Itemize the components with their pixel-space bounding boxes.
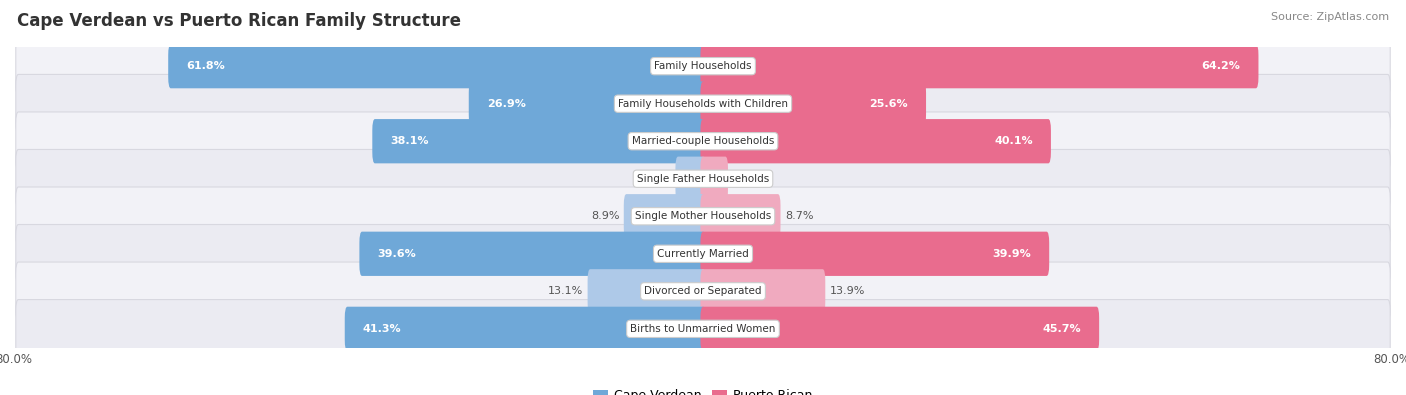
Text: 61.8%: 61.8% xyxy=(186,61,225,71)
Text: Family Households with Children: Family Households with Children xyxy=(619,99,787,109)
Text: 8.9%: 8.9% xyxy=(591,211,620,221)
FancyBboxPatch shape xyxy=(373,119,706,164)
FancyBboxPatch shape xyxy=(15,74,1391,133)
FancyBboxPatch shape xyxy=(675,156,706,201)
FancyBboxPatch shape xyxy=(700,81,927,126)
Text: Single Mother Households: Single Mother Households xyxy=(636,211,770,221)
FancyBboxPatch shape xyxy=(15,262,1391,321)
Text: Cape Verdean vs Puerto Rican Family Structure: Cape Verdean vs Puerto Rican Family Stru… xyxy=(17,12,461,30)
FancyBboxPatch shape xyxy=(169,44,706,88)
Text: 39.6%: 39.6% xyxy=(377,249,416,259)
FancyBboxPatch shape xyxy=(15,187,1391,246)
Text: 13.9%: 13.9% xyxy=(830,286,865,296)
FancyBboxPatch shape xyxy=(15,149,1391,208)
Text: Source: ZipAtlas.com: Source: ZipAtlas.com xyxy=(1271,12,1389,22)
Text: 40.1%: 40.1% xyxy=(994,136,1033,146)
FancyBboxPatch shape xyxy=(15,224,1391,283)
FancyBboxPatch shape xyxy=(468,81,706,126)
FancyBboxPatch shape xyxy=(15,37,1391,96)
FancyBboxPatch shape xyxy=(624,194,706,239)
Legend: Cape Verdean, Puerto Rican: Cape Verdean, Puerto Rican xyxy=(588,384,818,395)
FancyBboxPatch shape xyxy=(588,269,706,314)
Text: 38.1%: 38.1% xyxy=(391,136,429,146)
Text: 2.9%: 2.9% xyxy=(643,174,671,184)
Text: Married-couple Households: Married-couple Households xyxy=(631,136,775,146)
Text: 64.2%: 64.2% xyxy=(1202,61,1240,71)
FancyBboxPatch shape xyxy=(700,307,1099,351)
Text: 25.6%: 25.6% xyxy=(869,99,908,109)
Text: 39.9%: 39.9% xyxy=(993,249,1031,259)
FancyBboxPatch shape xyxy=(344,307,706,351)
Text: 26.9%: 26.9% xyxy=(486,99,526,109)
Text: 13.1%: 13.1% xyxy=(548,286,583,296)
FancyBboxPatch shape xyxy=(700,194,780,239)
Text: Births to Unmarried Women: Births to Unmarried Women xyxy=(630,324,776,334)
FancyBboxPatch shape xyxy=(15,299,1391,358)
Text: Single Father Households: Single Father Households xyxy=(637,174,769,184)
FancyBboxPatch shape xyxy=(360,231,706,276)
FancyBboxPatch shape xyxy=(15,112,1391,171)
Text: 41.3%: 41.3% xyxy=(363,324,402,334)
Text: 45.7%: 45.7% xyxy=(1042,324,1081,334)
FancyBboxPatch shape xyxy=(700,231,1049,276)
FancyBboxPatch shape xyxy=(700,44,1258,88)
Text: Currently Married: Currently Married xyxy=(657,249,749,259)
FancyBboxPatch shape xyxy=(700,156,728,201)
FancyBboxPatch shape xyxy=(700,269,825,314)
Text: 8.7%: 8.7% xyxy=(785,211,813,221)
FancyBboxPatch shape xyxy=(700,119,1050,164)
Text: Family Households: Family Households xyxy=(654,61,752,71)
Text: 2.6%: 2.6% xyxy=(733,174,761,184)
Text: Divorced or Separated: Divorced or Separated xyxy=(644,286,762,296)
